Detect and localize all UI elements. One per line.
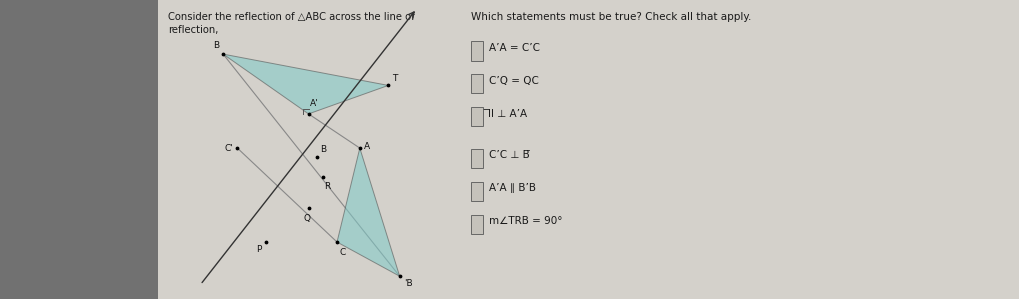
Text: Q: Q <box>304 213 311 222</box>
Text: A: A <box>364 142 370 151</box>
Polygon shape <box>336 148 399 276</box>
Bar <box>471 74 483 93</box>
Bar <box>471 215 483 234</box>
Text: B: B <box>320 145 326 154</box>
Text: C’C ⊥ B̅̅: C’C ⊥ B̅̅ <box>488 150 529 161</box>
Bar <box>471 41 483 60</box>
Polygon shape <box>223 54 388 114</box>
Text: R: R <box>324 182 330 191</box>
Bar <box>471 149 483 168</box>
Text: ̅ll ⊥ A’A: ̅ll ⊥ A’A <box>488 109 527 119</box>
Text: A’A = C’C: A’A = C’C <box>488 43 539 53</box>
Text: P: P <box>256 245 261 254</box>
Text: Consider the reflection of △ABC across the line of
reflection,: Consider the reflection of △ABC across t… <box>168 12 415 35</box>
Bar <box>471 107 483 126</box>
Text: Which statements must be true? Check all that apply.: Which statements must be true? Check all… <box>471 12 751 22</box>
Bar <box>471 181 483 201</box>
Text: 'B: 'B <box>404 279 412 288</box>
Text: A': A' <box>310 99 318 108</box>
Text: B: B <box>213 41 219 50</box>
Text: A’A ∥ B’B: A’A ∥ B’B <box>488 183 535 193</box>
Text: T: T <box>392 74 397 83</box>
Text: C’Q = QC: C’Q = QC <box>488 76 538 86</box>
Text: C': C' <box>224 144 233 152</box>
Text: m∠TRB = 90°: m∠TRB = 90° <box>488 216 561 226</box>
Text: C: C <box>339 248 345 257</box>
